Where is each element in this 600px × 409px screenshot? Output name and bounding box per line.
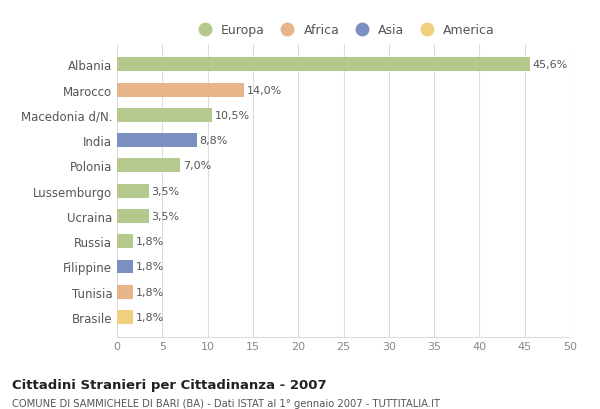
Text: 3,5%: 3,5% <box>151 186 179 196</box>
Bar <box>117 83 244 97</box>
Text: 8,8%: 8,8% <box>199 136 228 146</box>
Text: 1,8%: 1,8% <box>136 312 164 322</box>
Bar <box>117 109 212 123</box>
Bar <box>117 184 149 198</box>
Bar <box>117 235 133 249</box>
Text: 10,5%: 10,5% <box>215 110 250 121</box>
Bar <box>117 260 133 274</box>
Bar <box>117 58 530 72</box>
Legend: Europa, Africa, Asia, America: Europa, Africa, Asia, America <box>187 19 500 42</box>
Text: 45,6%: 45,6% <box>533 60 568 70</box>
Bar <box>117 285 133 299</box>
Bar <box>117 310 133 324</box>
Bar <box>117 159 181 173</box>
Text: 1,8%: 1,8% <box>136 262 164 272</box>
Text: 3,5%: 3,5% <box>151 211 179 221</box>
Text: Cittadini Stranieri per Cittadinanza - 2007: Cittadini Stranieri per Cittadinanza - 2… <box>12 378 326 391</box>
Text: COMUNE DI SAMMICHELE DI BARI (BA) - Dati ISTAT al 1° gennaio 2007 - TUTTITALIA.I: COMUNE DI SAMMICHELE DI BARI (BA) - Dati… <box>12 398 440 407</box>
Text: 1,8%: 1,8% <box>136 287 164 297</box>
Text: 1,8%: 1,8% <box>136 237 164 247</box>
Text: 14,0%: 14,0% <box>247 85 282 95</box>
Bar <box>117 209 149 223</box>
Bar <box>117 134 197 148</box>
Text: 7,0%: 7,0% <box>183 161 211 171</box>
